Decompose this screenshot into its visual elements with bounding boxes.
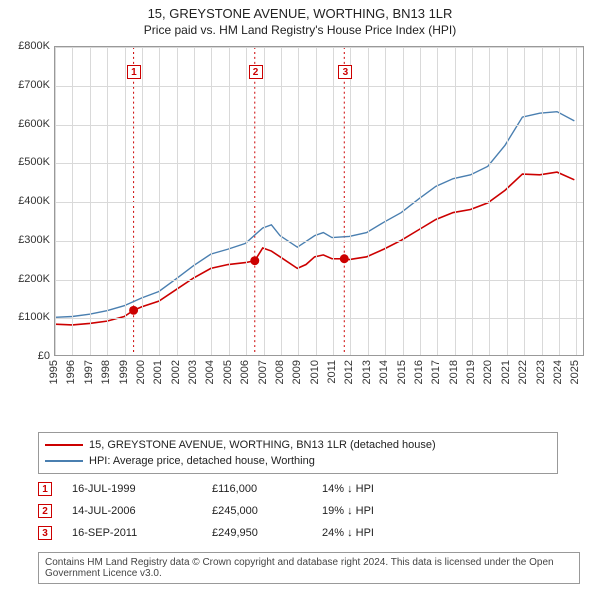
sale-dot-icon bbox=[129, 306, 138, 315]
y-axis-label: £400K bbox=[2, 195, 50, 207]
x-axis-label: 2005 bbox=[222, 360, 234, 384]
legend-label: HPI: Average price, detached house, Wort… bbox=[89, 455, 315, 467]
sale-price: £245,000 bbox=[212, 505, 302, 517]
x-axis-label: 1999 bbox=[118, 360, 130, 384]
x-axis-label: 2007 bbox=[257, 360, 269, 384]
x-axis-label: 2008 bbox=[274, 360, 286, 384]
x-axis-label: 2025 bbox=[569, 360, 581, 384]
x-axis-label: 2023 bbox=[535, 360, 547, 384]
sales-row: 2 14-JUL-2006 £245,000 19% ↓ HPI bbox=[38, 500, 422, 522]
x-axis-label: 2024 bbox=[552, 360, 564, 384]
x-axis-label: 1995 bbox=[48, 360, 60, 384]
event-marker-icon: 3 bbox=[338, 65, 352, 79]
x-axis-label: 2003 bbox=[187, 360, 199, 384]
sale-hpi: 14% ↓ HPI bbox=[322, 483, 422, 495]
legend-label: 15, GREYSTONE AVENUE, WORTHING, BN13 1LR… bbox=[89, 439, 436, 451]
x-axis-label: 2019 bbox=[465, 360, 477, 384]
chart-title: 15, GREYSTONE AVENUE, WORTHING, BN13 1LR bbox=[0, 6, 600, 21]
legend: 15, GREYSTONE AVENUE, WORTHING, BN13 1LR… bbox=[38, 432, 558, 474]
sales-table: 1 16-JUL-1999 £116,000 14% ↓ HPI 2 14-JU… bbox=[38, 478, 422, 544]
legend-swatch bbox=[45, 444, 83, 446]
sale-date: 14-JUL-2006 bbox=[72, 505, 192, 517]
x-axis-label: 1996 bbox=[65, 360, 77, 384]
x-axis-label: 2012 bbox=[343, 360, 355, 384]
sales-row: 1 16-JUL-1999 £116,000 14% ↓ HPI bbox=[38, 478, 422, 500]
sale-hpi: 19% ↓ HPI bbox=[322, 505, 422, 517]
y-axis-label: £300K bbox=[2, 234, 50, 246]
sales-row: 3 16-SEP-2011 £249,950 24% ↓ HPI bbox=[38, 522, 422, 544]
x-axis-label: 2017 bbox=[430, 360, 442, 384]
x-axis-label: 2001 bbox=[152, 360, 164, 384]
footer-attribution: Contains HM Land Registry data © Crown c… bbox=[38, 552, 580, 584]
chart-subtitle: Price paid vs. HM Land Registry's House … bbox=[0, 23, 600, 37]
sale-price: £116,000 bbox=[212, 483, 302, 495]
x-axis-label: 2009 bbox=[291, 360, 303, 384]
x-axis-label: 1998 bbox=[100, 360, 112, 384]
x-axis-label: 2000 bbox=[135, 360, 147, 384]
sale-dot-icon bbox=[340, 254, 349, 263]
sale-marker-icon: 3 bbox=[38, 526, 52, 540]
x-axis-label: 2004 bbox=[204, 360, 216, 384]
x-axis-label: 2011 bbox=[326, 360, 338, 384]
sale-price: £249,950 bbox=[212, 527, 302, 539]
x-axis-label: 2022 bbox=[517, 360, 529, 384]
x-axis-label: 2002 bbox=[170, 360, 182, 384]
x-axis-label: 2018 bbox=[448, 360, 460, 384]
x-axis-label: 1997 bbox=[83, 360, 95, 384]
plot-area: 1 2 3 bbox=[54, 46, 584, 356]
title-block: 15, GREYSTONE AVENUE, WORTHING, BN13 1LR… bbox=[0, 0, 600, 37]
y-axis-label: £800K bbox=[2, 40, 50, 52]
sale-marker-icon: 1 bbox=[38, 482, 52, 496]
x-axis-label: 2013 bbox=[361, 360, 373, 384]
chart: 1 2 3 £0 £100K £200K £300K £400K £500K £600K £700… bbox=[0, 40, 600, 420]
sale-date: 16-SEP-2011 bbox=[72, 527, 192, 539]
x-axis-label: 2015 bbox=[396, 360, 408, 384]
sale-marker-icon: 2 bbox=[38, 504, 52, 518]
y-axis-label: £700K bbox=[2, 79, 50, 91]
x-axis-label: 2020 bbox=[482, 360, 494, 384]
y-axis-label: £200K bbox=[2, 273, 50, 285]
event-marker-icon: 2 bbox=[249, 65, 263, 79]
legend-swatch bbox=[45, 460, 83, 462]
x-axis-label: 2010 bbox=[309, 360, 321, 384]
x-axis-label: 2014 bbox=[378, 360, 390, 384]
x-axis-label: 2006 bbox=[239, 360, 251, 384]
sale-dot-icon bbox=[250, 256, 259, 265]
sale-date: 16-JUL-1999 bbox=[72, 483, 192, 495]
y-axis-label: £100K bbox=[2, 311, 50, 323]
chart-svg bbox=[55, 47, 583, 355]
x-axis-label: 2021 bbox=[500, 360, 512, 384]
legend-item: 15, GREYSTONE AVENUE, WORTHING, BN13 1LR… bbox=[45, 437, 551, 453]
y-axis-label: £600K bbox=[2, 118, 50, 130]
event-marker-icon: 1 bbox=[127, 65, 141, 79]
y-axis-label: £0 bbox=[2, 350, 50, 362]
sale-hpi: 24% ↓ HPI bbox=[322, 527, 422, 539]
x-axis-label: 2016 bbox=[413, 360, 425, 384]
legend-item: HPI: Average price, detached house, Wort… bbox=[45, 453, 551, 469]
y-axis-label: £500K bbox=[2, 156, 50, 168]
